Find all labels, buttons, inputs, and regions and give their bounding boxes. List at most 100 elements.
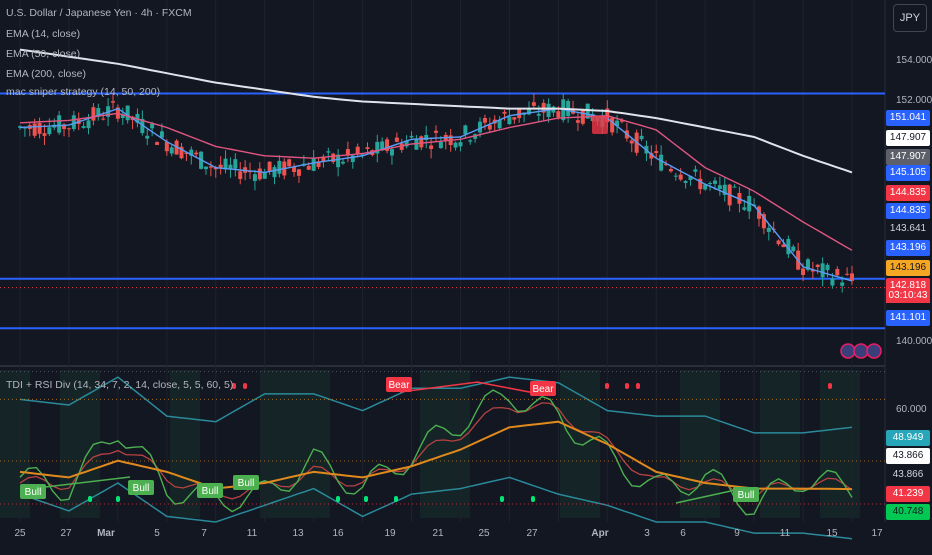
candle-body	[292, 167, 297, 173]
chart-title: U.S. Dollar / Japanese Yen · 4h · FXCM	[6, 7, 192, 19]
candle-body	[497, 120, 502, 129]
candle-body	[306, 165, 311, 170]
bull-label-text: Bull	[25, 487, 42, 498]
bear-label: Bear	[386, 377, 412, 392]
candle-body	[487, 124, 492, 130]
date-label: 11	[246, 528, 258, 539]
candle-body	[365, 147, 370, 150]
bear-label: Bear	[530, 381, 556, 396]
osc-tag: 43.866	[886, 448, 930, 464]
event-flag-icon	[853, 343, 869, 359]
candle-body	[429, 145, 434, 149]
candle-body	[742, 207, 747, 210]
candle-body	[189, 149, 194, 156]
candle-body	[575, 120, 580, 123]
candle-body	[385, 139, 390, 151]
candle-body	[419, 136, 424, 148]
candle-body	[257, 168, 262, 180]
candle-body	[91, 107, 96, 121]
candle-body	[238, 171, 243, 180]
legend-strategy[interactable]: mac sniper strategy (14, 50, 200)	[6, 86, 161, 98]
price-tag: 144.835	[886, 185, 930, 201]
candle-body	[218, 164, 223, 169]
bear-label-text: Bear	[388, 380, 410, 391]
candle-body	[184, 152, 189, 154]
candle-body	[830, 278, 835, 286]
osc-fast	[19, 389, 853, 516]
candle-body	[360, 154, 365, 156]
candle-body	[801, 268, 806, 276]
candle-body	[463, 125, 468, 135]
candle-body	[732, 186, 737, 188]
osc-upper-band	[19, 376, 853, 434]
bull-label: Bull	[20, 484, 46, 499]
date-label: 9	[734, 528, 740, 539]
overbought-dot	[605, 383, 609, 389]
candle-body	[424, 134, 429, 141]
candle-body	[414, 139, 419, 150]
candle-body	[81, 126, 86, 128]
candle-body	[678, 174, 683, 180]
price-tag: 144.835	[886, 203, 930, 219]
overbought-dot	[232, 383, 236, 389]
legend-ema50[interactable]: EMA (50, close)	[6, 48, 81, 60]
candle-body	[62, 124, 67, 129]
bear-label-text: Bear	[532, 384, 554, 395]
candle-body	[321, 156, 326, 162]
candle-body	[311, 158, 316, 171]
candle-body	[815, 264, 820, 267]
osc-lower-band	[19, 476, 853, 540]
bull-label: Bull	[733, 487, 759, 502]
candle-body	[757, 206, 762, 219]
candle-body	[845, 273, 850, 275]
candle-body	[110, 101, 115, 103]
strategy-marker	[592, 116, 608, 134]
legend-ema200[interactable]: EMA (200, close)	[6, 68, 86, 80]
candle-body	[404, 140, 409, 147]
price-tag: 147.907	[886, 149, 930, 165]
candle-body	[820, 263, 825, 278]
candle-body	[776, 240, 781, 245]
candle-body	[531, 102, 536, 106]
date-label: 16	[332, 528, 344, 539]
candle-body	[654, 151, 659, 153]
osc-shade	[680, 370, 720, 518]
candle-body	[825, 264, 830, 271]
osc-shade	[420, 370, 470, 518]
candle-body	[850, 273, 854, 281]
overbought-dot	[636, 383, 640, 389]
candle-body	[409, 135, 414, 138]
candle-body	[394, 137, 399, 142]
candle-body	[659, 154, 664, 171]
oscillator-title[interactable]: TDI + RSI Div (14, 34, 7, 2, 14, close, …	[6, 379, 234, 391]
currency-button[interactable]: JPY	[893, 4, 927, 32]
price-tag: 141.101	[886, 310, 930, 326]
candle-body	[712, 180, 717, 184]
candle-body	[840, 282, 845, 286]
candle-body	[375, 141, 380, 154]
candle-body	[179, 146, 184, 159]
legend-ema14[interactable]: EMA (14, close)	[6, 28, 81, 40]
bull-label-text: Bull	[738, 490, 755, 501]
candle-body	[32, 123, 37, 136]
date-label: Apr	[591, 528, 609, 539]
candle-body	[169, 147, 174, 154]
oversold-dot	[336, 496, 340, 502]
candle-body	[66, 128, 71, 130]
bull-label-text: Bull	[202, 486, 219, 497]
candle-body	[350, 155, 355, 163]
candle-body	[766, 227, 771, 232]
candle-body	[42, 133, 47, 136]
candle-body	[296, 169, 301, 176]
candle-body	[331, 153, 336, 162]
candle-body	[673, 175, 678, 177]
bull-label-text: Bull	[133, 483, 150, 494]
event-flag-icon	[840, 343, 856, 359]
date-label: 21	[432, 528, 444, 539]
series-line-ema14	[19, 107, 853, 282]
bull-label: Bull	[233, 475, 259, 490]
bull-label: Bull	[197, 483, 223, 498]
candle-body	[805, 259, 810, 270]
